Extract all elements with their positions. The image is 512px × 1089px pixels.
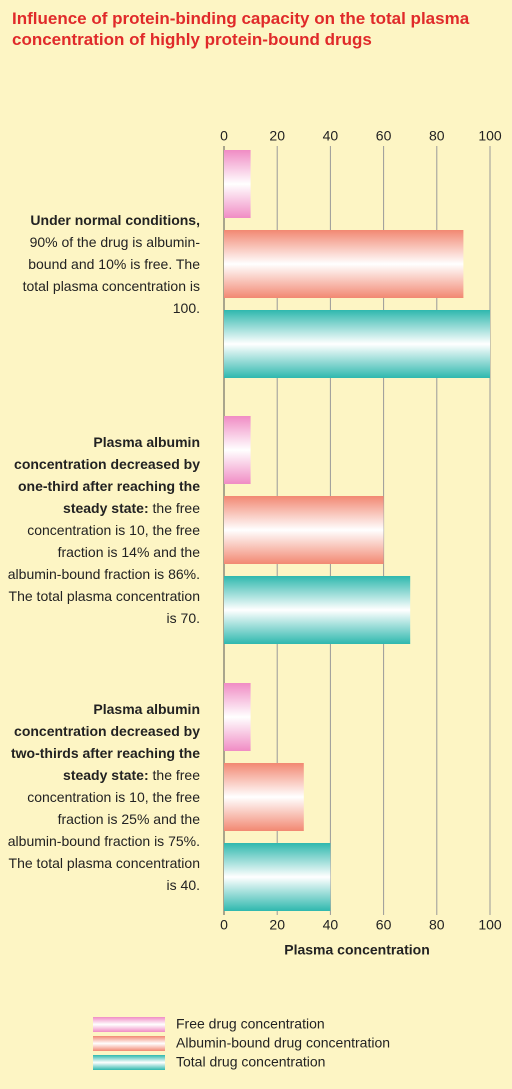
bar: [224, 843, 331, 911]
x-tick-label: 100: [478, 917, 502, 933]
category-label-text: 90% of the drug is albumin-bound and 10%…: [22, 234, 200, 316]
category-label-text: the free concentration is 10, the free f…: [7, 500, 200, 626]
x-tick-label: 100: [478, 128, 502, 144]
bar: [224, 763, 304, 831]
category-label-bold: Under normal conditions,: [30, 212, 200, 228]
x-tick-label: 80: [429, 128, 445, 144]
legend-label: Total drug concentration: [176, 1054, 325, 1070]
x-tick-label: 0: [220, 128, 228, 144]
legend-label: Free drug concentration: [176, 1016, 325, 1032]
x-axis-title: Plasma concentration: [284, 942, 430, 958]
x-tick-label: 20: [269, 128, 285, 144]
category-label: Plasma albumin concentration decreased b…: [4, 698, 200, 896]
x-tick-label: 60: [376, 917, 392, 933]
category-label-bold: Plasma albumin concentration decreased b…: [10, 701, 200, 783]
bar: [224, 496, 384, 564]
bar: [224, 576, 411, 644]
bar: [224, 230, 464, 298]
bar: [224, 683, 251, 751]
category-label-text: the free concentration is 10, the free f…: [7, 767, 200, 893]
bar: [224, 310, 490, 378]
x-tick-label: 0: [220, 917, 228, 933]
category-label: Plasma albumin concentration decreased b…: [4, 431, 200, 629]
legend-label: Albumin-bound drug concentration: [176, 1035, 390, 1051]
x-tick-label: 20: [269, 917, 285, 933]
chart-title: Influence of protein-binding capacity on…: [12, 9, 470, 49]
bar: [224, 150, 251, 218]
legend-swatch: [93, 1017, 165, 1032]
x-tick-label: 60: [376, 128, 392, 144]
x-tick-label: 40: [323, 128, 339, 144]
x-tick-label: 80: [429, 917, 445, 933]
legend-swatch: [93, 1055, 165, 1070]
bar: [224, 416, 251, 484]
x-tick-label: 40: [323, 917, 339, 933]
category-label: Under normal conditions, 90% of the drug…: [4, 209, 200, 319]
category-label-bold: Plasma albumin concentration decreased b…: [14, 434, 200, 516]
legend-swatch: [93, 1036, 165, 1051]
